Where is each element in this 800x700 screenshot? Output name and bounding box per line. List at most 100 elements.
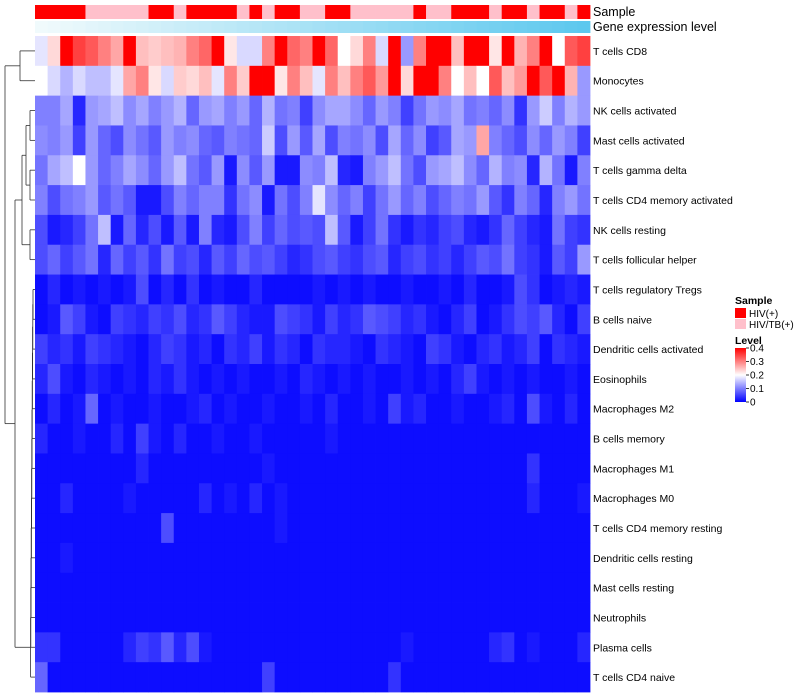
heatmap-cell — [451, 304, 465, 335]
heatmap-cell — [463, 423, 477, 454]
heatmap-cell — [35, 334, 49, 365]
legend-label-hiv-tb: HIV/TB(+) — [749, 320, 794, 331]
expression-annotation-cell — [224, 21, 238, 33]
sample-annotation-cell — [312, 5, 326, 19]
heatmap-cell — [98, 155, 112, 186]
sample-annotation-cell — [489, 5, 503, 19]
heatmap-cell — [236, 125, 250, 156]
heatmap-cell — [514, 632, 528, 663]
heatmap-cell — [110, 483, 124, 514]
heatmap-cell — [312, 572, 326, 603]
heatmap-cell — [526, 453, 540, 484]
heatmap-cell — [400, 244, 414, 275]
heatmap-cell — [287, 662, 301, 693]
heatmap-cell — [35, 513, 49, 544]
heatmap-cell — [350, 155, 364, 186]
heatmap-cell — [426, 513, 440, 544]
heatmap-cell — [110, 65, 124, 97]
heatmap-cell — [337, 453, 351, 484]
heatmap-cell — [489, 65, 503, 97]
sample-annotation-cell — [337, 5, 351, 19]
heatmap-cell — [312, 304, 326, 335]
heatmap-cell — [388, 483, 402, 514]
heatmap-cell — [148, 304, 162, 335]
heatmap-cell — [375, 274, 389, 305]
heatmap-cell — [501, 185, 515, 216]
heatmap-cell — [262, 632, 276, 663]
heatmap-cell — [299, 393, 313, 425]
heatmap-cell — [337, 185, 351, 216]
heatmap-cell — [514, 453, 528, 484]
heatmap-cell — [98, 364, 112, 395]
heatmap-cell — [426, 393, 440, 425]
expression-annotation-cell — [451, 21, 465, 33]
heatmap-cell — [476, 244, 490, 275]
heatmap-cell — [224, 244, 238, 275]
heatmap-cell — [451, 483, 465, 514]
heatmap-cell — [426, 572, 440, 603]
heatmap-cell — [262, 304, 276, 335]
heatmap-cell — [426, 244, 440, 275]
heatmap-cell — [400, 185, 414, 216]
heatmap-cell — [388, 662, 402, 693]
sample-annotation-cell — [161, 5, 175, 19]
heatmap-cell — [173, 453, 187, 484]
heatmap-cell — [249, 572, 263, 603]
heatmap-cell — [236, 214, 250, 246]
heatmap-cell — [287, 65, 301, 97]
heatmap-cell — [501, 95, 515, 126]
heatmap-cell — [564, 95, 578, 126]
heatmap-cell — [539, 572, 553, 603]
heatmap-cell — [375, 125, 389, 156]
heatmap-cell — [451, 393, 465, 425]
heatmap-cell — [198, 334, 212, 365]
heatmap-cell — [123, 185, 137, 216]
heatmap-cell — [400, 542, 414, 574]
heatmap-cell — [123, 453, 137, 484]
heatmap-cell — [552, 65, 566, 97]
heatmap-cell — [476, 95, 490, 126]
heatmap-cell — [388, 364, 402, 395]
heatmap-cell — [362, 602, 376, 633]
heatmap-cell — [211, 602, 225, 633]
heatmap-cell — [438, 662, 452, 693]
heatmap-cell — [148, 572, 162, 603]
heatmap-cell — [337, 602, 351, 633]
heatmap-cell — [463, 602, 477, 633]
heatmap-cell — [400, 602, 414, 633]
sample-annotation-cell — [224, 5, 238, 19]
heatmap-cell — [224, 155, 238, 186]
heatmap-cell — [451, 542, 465, 574]
heatmap-cell — [85, 572, 99, 603]
heatmap-cell — [325, 423, 339, 454]
heatmap-cell — [72, 632, 86, 663]
heatmap-cell — [274, 36, 288, 67]
heatmap-cell — [236, 334, 250, 365]
heatmap-cell — [463, 125, 477, 156]
heatmap-cell — [514, 244, 528, 275]
heatmap-cell — [400, 95, 414, 126]
heatmap-cell — [148, 513, 162, 544]
heatmap-cell — [451, 36, 465, 67]
heatmap-cell — [400, 304, 414, 335]
heatmap-cell — [476, 483, 490, 514]
heatmap-cell — [350, 542, 364, 574]
heatmap-cell — [249, 364, 263, 395]
heatmap-cell — [35, 155, 49, 186]
heatmap-cell — [501, 572, 515, 603]
sample-annotation-cell — [325, 5, 339, 19]
heatmap-cell — [489, 364, 503, 395]
heatmap-cell — [463, 36, 477, 67]
heatmap-cell — [35, 542, 49, 574]
heatmap-cell — [211, 364, 225, 395]
heatmap-cell — [287, 125, 301, 156]
expression-annotation-cell — [211, 21, 225, 33]
heatmap-cell — [539, 65, 553, 97]
heatmap-cell — [337, 662, 351, 693]
heatmap-cell — [451, 632, 465, 663]
heatmap-cell — [362, 423, 376, 454]
heatmap-cell — [173, 572, 187, 603]
heatmap-cell — [325, 364, 339, 395]
heatmap-cell — [577, 244, 591, 275]
heatmap-cell — [325, 36, 339, 67]
